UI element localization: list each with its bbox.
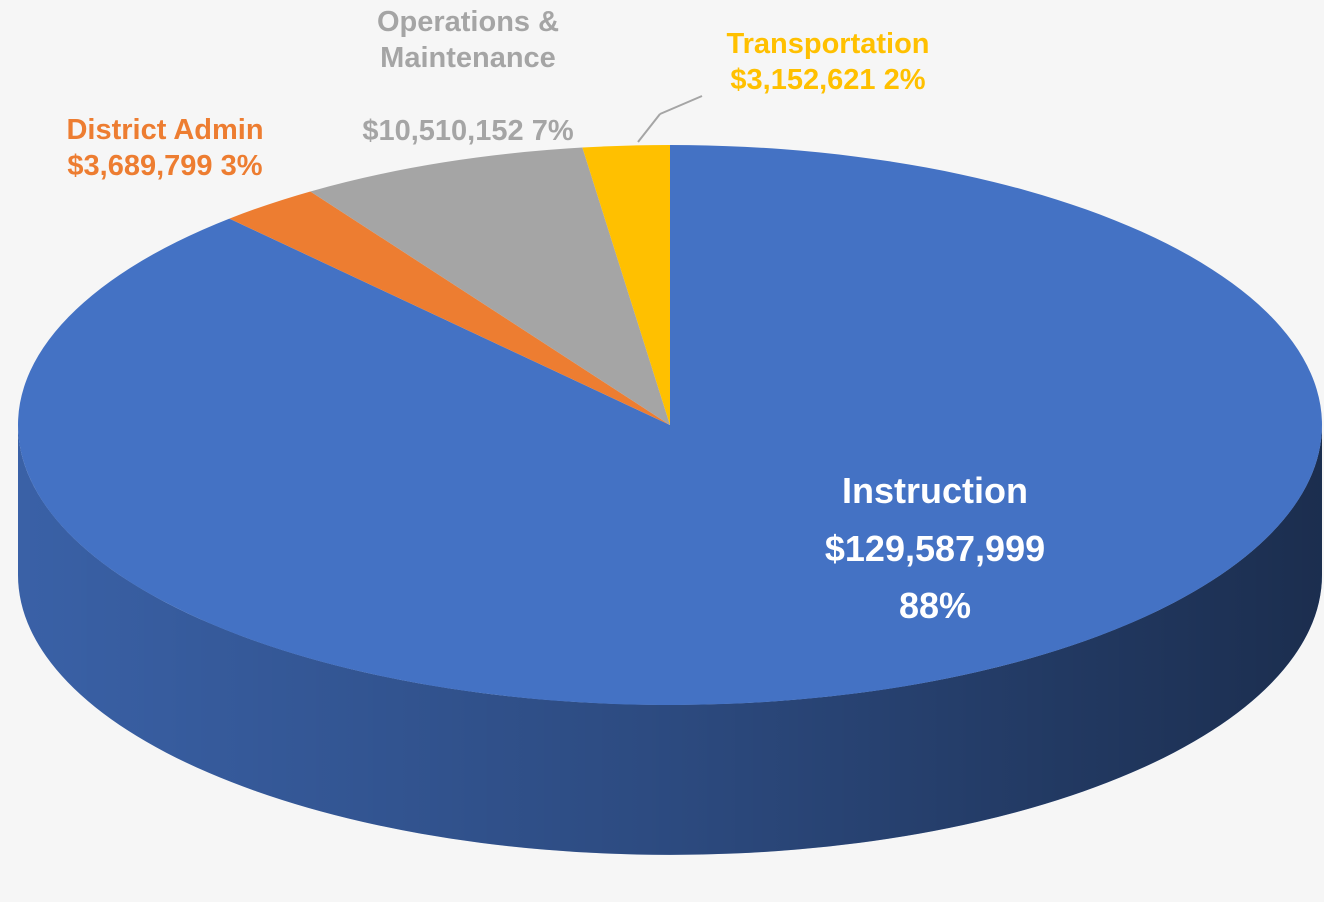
value-label: $3,689,799 — [67, 150, 213, 183]
category-label: Operations & Maintenance — [376, 6, 560, 75]
data-label: Transportation $3,152,621 2% — [688, 26, 968, 99]
value-label: $3,152,621 — [730, 64, 876, 97]
category-label: District Admin — [66, 114, 264, 146]
value-label: $10,510,152 — [362, 114, 524, 147]
percent-label: 88% — [898, 585, 972, 627]
percent-label: 2% — [883, 64, 926, 97]
percent-label: 7% — [531, 114, 574, 147]
percent-label: 3% — [220, 150, 263, 183]
pie-slice — [582, 145, 670, 425]
leader-line — [659, 95, 703, 115]
data-label: Instruction $129,587,999 88% — [770, 462, 1100, 635]
leader-line — [637, 113, 661, 143]
value-label: $129,587,999 — [824, 527, 1046, 569]
pie-slice — [229, 191, 671, 425]
pie-slice — [310, 147, 670, 425]
pie-side-shade — [18, 425, 1322, 855]
data-label: District Admin $3,689,799 3% — [20, 112, 310, 185]
data-label: Operations & Maintenance $10,510,152 7% — [318, 4, 618, 149]
category-label: Instruction — [842, 470, 1028, 511]
category-label: Transportation — [726, 28, 930, 60]
